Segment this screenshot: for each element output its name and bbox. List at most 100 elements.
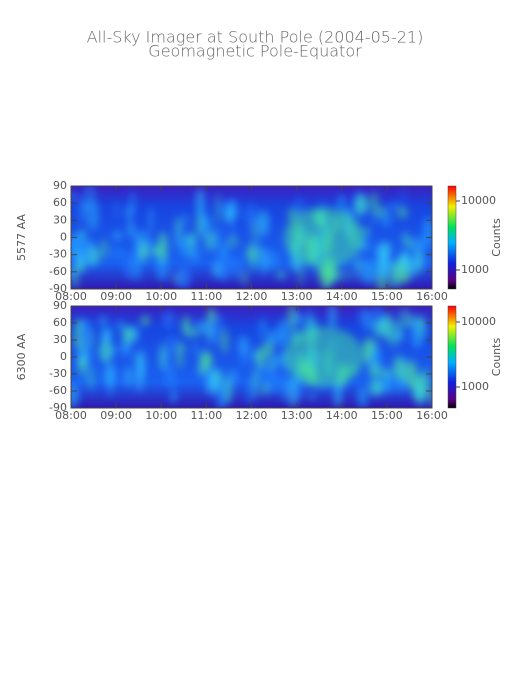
x-tick-label: 10:00 [145, 409, 177, 422]
texture [404, 237, 415, 250]
texture [137, 349, 146, 379]
texture [369, 379, 383, 396]
texture [369, 362, 380, 379]
texture [375, 242, 390, 258]
texture [261, 246, 267, 275]
title: All-Sky Imager at South Pole (2004-05-21… [87, 28, 424, 47]
x-tick-label: 10:00 [145, 290, 177, 303]
texture [242, 210, 247, 220]
texture [124, 252, 136, 280]
texture [372, 319, 387, 338]
texture [195, 212, 202, 237]
x-tick-label: 13:00 [281, 409, 313, 422]
heatmap [70, 185, 433, 290]
texture [251, 234, 263, 260]
colorbar-label: Counts [490, 218, 503, 257]
texture [271, 354, 283, 366]
texture [413, 241, 424, 269]
subtitle: Geomagnetic Pole-Equator [148, 42, 362, 61]
x-tick-label: 13:00 [281, 290, 313, 303]
texture [392, 355, 405, 380]
y-tick-label: -30 [49, 248, 67, 261]
texture [71, 382, 79, 408]
texture [192, 342, 199, 356]
texture [148, 205, 154, 232]
texture [183, 211, 188, 229]
texture [287, 377, 300, 408]
texture [390, 365, 395, 387]
texture [126, 205, 132, 222]
texture [338, 194, 345, 213]
texture [98, 315, 108, 327]
texture [223, 377, 233, 404]
texture [222, 202, 235, 212]
y-tick-label: 60 [53, 316, 67, 329]
colorbar-tick-label: 10000 [461, 194, 496, 207]
texture [73, 232, 86, 256]
texture [257, 210, 270, 237]
texture [77, 197, 89, 224]
x-tick-label: 12:00 [236, 290, 268, 303]
texture [206, 368, 219, 394]
texture [328, 306, 337, 330]
texture [204, 230, 217, 251]
x-tick-label: 15:00 [371, 290, 403, 303]
texture [357, 385, 368, 408]
texture [283, 207, 364, 268]
texture [383, 313, 393, 342]
y-tick-label: -30 [49, 367, 67, 380]
texture [127, 221, 135, 239]
texture [403, 260, 418, 276]
texture [397, 206, 408, 219]
texture [89, 247, 100, 266]
texture [265, 250, 279, 270]
texture [206, 319, 219, 346]
y-axis-label: 5577 AA [15, 214, 28, 261]
heatmap [70, 305, 433, 409]
texture [196, 187, 204, 218]
texture [255, 346, 266, 370]
colorbar-tick-label: 1000 [461, 263, 489, 276]
y-tick-label: -60 [49, 265, 67, 278]
texture [122, 326, 135, 344]
texture [364, 337, 372, 364]
y-tick-label: 30 [53, 213, 67, 226]
texture [218, 255, 231, 281]
texture [429, 388, 432, 407]
x-tick-label: 16:00 [416, 409, 448, 422]
texture [133, 325, 139, 343]
texture [74, 318, 83, 351]
texture [165, 334, 178, 356]
x-tick-label: 11:00 [191, 290, 223, 303]
texture [87, 365, 95, 391]
texture [282, 377, 289, 388]
texture [141, 315, 150, 326]
texture [374, 260, 386, 282]
texture [170, 389, 177, 404]
texture [277, 317, 291, 344]
texture [164, 376, 178, 387]
texture [80, 347, 91, 356]
texture [375, 205, 387, 218]
texture [257, 317, 268, 341]
colorbar [447, 185, 457, 290]
texture [294, 312, 303, 326]
colorbar-tick-label: 10000 [461, 315, 496, 328]
texture [156, 257, 169, 282]
texture [173, 273, 179, 284]
texture [346, 268, 351, 282]
texture [245, 203, 257, 230]
texture [309, 392, 316, 401]
y-tick-label: 60 [53, 196, 67, 209]
texture [390, 260, 400, 289]
y-axis-label: 6300 AA [15, 333, 28, 380]
colorbar-tick-label: 1000 [461, 380, 489, 393]
texture [227, 236, 238, 248]
x-tick-label: 09:00 [100, 290, 132, 303]
texture [220, 328, 229, 354]
texture [133, 249, 142, 282]
texture [411, 317, 424, 349]
texture [244, 377, 256, 406]
texture [361, 259, 375, 285]
texture [107, 368, 114, 399]
